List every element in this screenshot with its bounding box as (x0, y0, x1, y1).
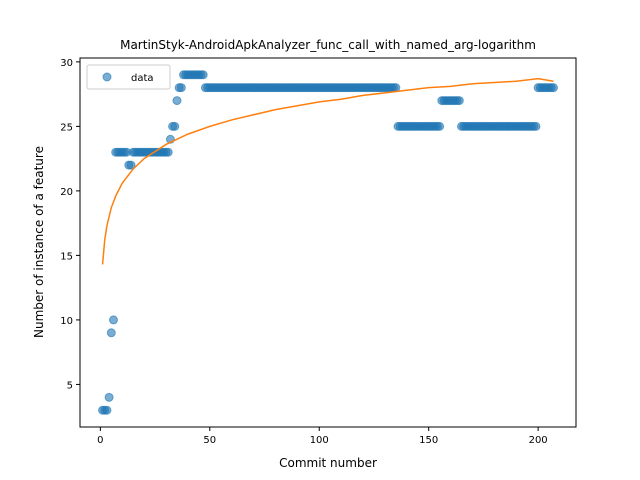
chart-title: MartinStyk-AndroidApkAnalyzer_func_call_… (120, 38, 536, 52)
data-point (106, 328, 116, 338)
data-point (176, 83, 186, 93)
data-point (435, 121, 445, 131)
y-tick-label: 5 (67, 380, 73, 391)
y-tick-label: 10 (60, 316, 73, 327)
x-tick-label: 50 (203, 435, 216, 446)
x-tick-label: 100 (310, 435, 329, 446)
data-point (198, 70, 208, 80)
data-point (531, 121, 541, 131)
y-tick-label: 25 (60, 122, 73, 133)
x-tick-label: 150 (419, 435, 438, 446)
y-tick-label: 20 (60, 187, 73, 198)
legend-marker (102, 72, 112, 82)
data-point (172, 96, 182, 106)
x-tick-label: 0 (97, 435, 103, 446)
y-axis-label: Number of instance of a feature (32, 146, 46, 338)
data-point (454, 96, 464, 106)
legend-label-data: data (131, 73, 154, 84)
data-point (163, 147, 173, 157)
fit-curve (101, 77, 554, 265)
x-axis-label: Commit number (279, 456, 377, 470)
legend-box (86, 64, 171, 90)
data-point (126, 160, 136, 170)
x-axis: 0 50 100 150 200 (97, 427, 548, 446)
data-point (548, 83, 558, 93)
x-tick-label: 200 (529, 435, 548, 446)
plot-area (98, 70, 558, 415)
data-point (108, 315, 118, 325)
data-point (104, 392, 114, 402)
data-point (170, 121, 180, 131)
plot-frame (79, 57, 577, 428)
data-point (102, 405, 112, 415)
y-tick-label: 15 (60, 251, 73, 262)
legend: data (86, 64, 171, 90)
y-tick-label: 30 (60, 58, 73, 69)
y-axis: 5 10 15 20 25 30 (60, 58, 80, 391)
